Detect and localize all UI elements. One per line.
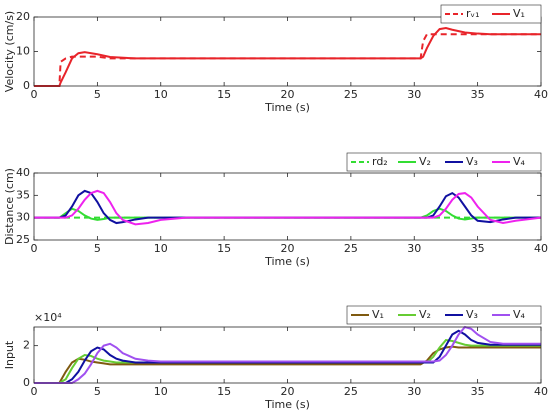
legend-label: V₃ — [466, 308, 478, 321]
series-line — [34, 189, 542, 226]
y-tick-label: 20 — [16, 10, 30, 23]
plot-area — [34, 17, 541, 86]
x-tick-label: 25 — [344, 385, 358, 398]
legend-label: V₄ — [513, 155, 526, 168]
y-tick-label: 0 — [23, 376, 30, 389]
x-tick-label: 30 — [407, 385, 421, 398]
y-axis-label: Input — [3, 340, 16, 369]
legend: V₁ V₂ V₃ V₄ — [346, 305, 542, 325]
x-tick-label: 15 — [217, 88, 231, 101]
x-tick-label: 35 — [471, 385, 485, 398]
axes-frame — [33, 326, 542, 384]
y-axis-label: Velocity (cm/s) — [3, 11, 16, 92]
x-tick-label: 20 — [281, 88, 295, 101]
y-tick-label: 2 — [23, 339, 30, 352]
x-tick-label: 25 — [344, 242, 358, 255]
legend: rᵥ₁ V₁ — [440, 4, 542, 24]
x-axis-label: Time (s) — [264, 101, 310, 114]
legend-label: V₄ — [513, 308, 526, 321]
legend-label: V₃ — [466, 155, 478, 168]
x-tick-label: 40 — [534, 242, 548, 255]
legend-box — [346, 305, 542, 325]
y-tick-label: 30 — [16, 211, 30, 224]
x-tick-label: 40 — [534, 385, 548, 398]
y-tick-label: 35 — [16, 188, 30, 201]
x-tick-label: 5 — [94, 88, 101, 101]
plot-area — [34, 173, 541, 240]
legend-label: V₁ — [513, 7, 525, 20]
y-tick-label: 10 — [16, 45, 30, 58]
legend-box — [440, 4, 542, 24]
x-tick-label: 40 — [534, 88, 548, 101]
series-line — [34, 325, 541, 384]
legend-label: V₂ — [419, 155, 431, 168]
x-tick-label: 5 — [94, 385, 101, 398]
legend-label: rd₂ — [372, 155, 388, 168]
x-tick-label: 15 — [217, 385, 231, 398]
x-axis-label: Time (s) — [264, 255, 310, 268]
x-tick-label: 20 — [281, 242, 295, 255]
x-tick-label: 0 — [31, 385, 38, 398]
x-tick-label: 20 — [281, 385, 295, 398]
x-tick-label: 30 — [407, 88, 421, 101]
y-tick-label: 0 — [23, 79, 30, 92]
x-tick-label: 10 — [154, 242, 168, 255]
x-tick-label: 25 — [344, 88, 358, 101]
legend-box — [346, 152, 542, 172]
x-tick-label: 10 — [154, 88, 168, 101]
legend-label: rᵥ₁ — [466, 7, 480, 20]
legend-label: V₂ — [419, 308, 431, 321]
x-tick-label: 15 — [217, 242, 231, 255]
series-line — [34, 27, 541, 87]
x-axis-label: Time (s) — [264, 398, 310, 411]
axes-frame — [33, 16, 542, 87]
x-tick-label: 10 — [154, 385, 168, 398]
y-tick-label: 25 — [16, 233, 30, 246]
axes-frame — [33, 172, 542, 241]
axis-multiplier: ×10⁴ — [34, 311, 62, 324]
legend-label: V₁ — [372, 308, 384, 321]
legend: rd₂ V₂ V₃ V₄ — [346, 152, 542, 172]
y-axis-label: Distance (cm) — [3, 168, 16, 245]
x-tick-label: 35 — [471, 88, 485, 101]
x-tick-label: 0 — [31, 242, 38, 255]
x-tick-label: 5 — [94, 242, 101, 255]
x-tick-label: 0 — [31, 88, 38, 101]
x-tick-label: 35 — [471, 242, 485, 255]
x-tick-label: 30 — [407, 242, 421, 255]
y-tick-label: 40 — [16, 166, 30, 179]
